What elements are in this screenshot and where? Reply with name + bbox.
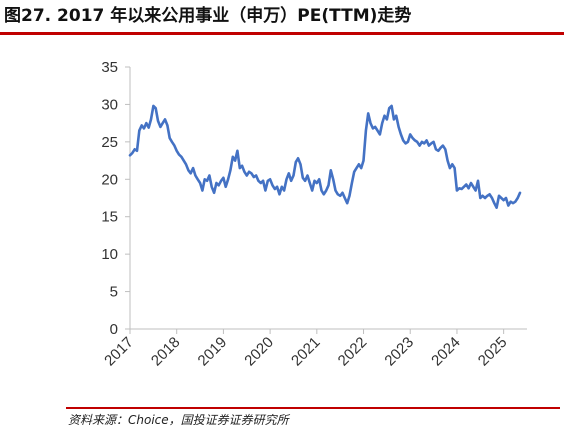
x-tick-label: 2019 <box>195 334 231 370</box>
y-tick-label: 10 <box>101 246 118 263</box>
series-pe-ttm <box>128 104 522 209</box>
y-tick-label: 25 <box>101 134 118 151</box>
x-tick-label: 2020 <box>241 334 277 370</box>
x-tick-label: 2022 <box>335 334 371 370</box>
x-tick-label: 2025 <box>475 334 511 370</box>
y-tick-label: 20 <box>101 171 118 188</box>
x-tick-label: 2018 <box>148 334 184 370</box>
source-divider <box>66 407 560 409</box>
source-note: 资料来源：Choice，国投证券证券研究所 <box>68 413 289 427</box>
x-axis: 2017 2018 2019 2020 2021 2022 2023 2024 2025 <box>101 328 527 370</box>
y-tick-label: 15 <box>101 209 118 226</box>
y-tick-label: 5 <box>110 284 118 301</box>
chart-title: 图27. 2017 年以来公用事业（申万）PE(TTM)走势 <box>4 6 412 26</box>
y-tick-label: 35 <box>101 59 118 76</box>
y-tick-label: 0 <box>110 321 118 338</box>
x-tick-label: 2021 <box>288 334 324 370</box>
x-tick-label: 2023 <box>381 334 417 370</box>
title-underline <box>0 32 564 35</box>
y-axis: 0 5 10 15 20 25 30 35 <box>101 59 131 338</box>
x-tick-label: 2024 <box>428 334 464 370</box>
series-line <box>128 104 522 209</box>
y-tick-label: 30 <box>101 96 118 113</box>
x-tick-label: 2017 <box>101 334 137 370</box>
